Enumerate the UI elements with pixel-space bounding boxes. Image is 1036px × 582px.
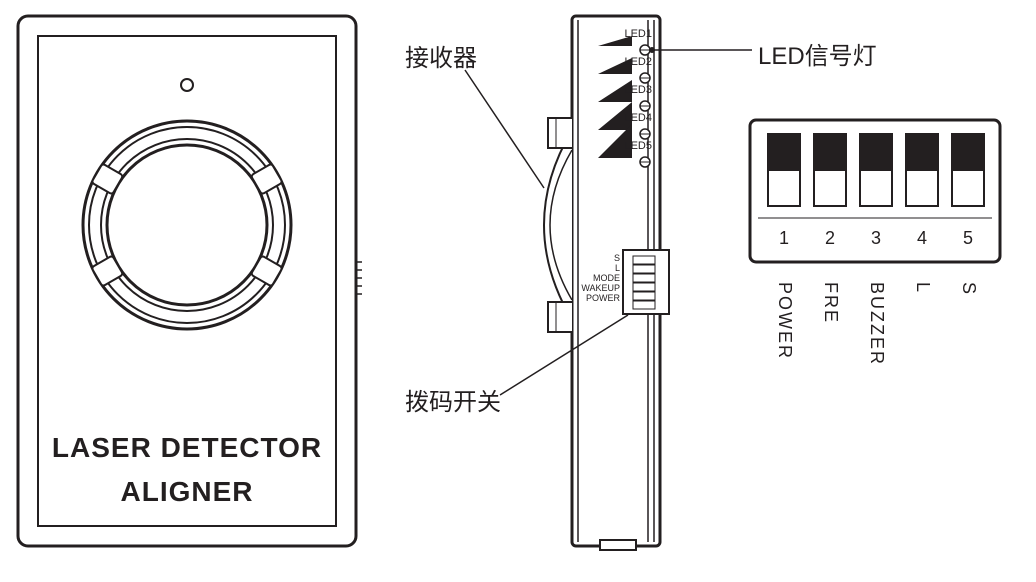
dip-switches (768, 134, 984, 206)
dip-num-4: 4 (906, 228, 938, 249)
dip-vlabel-4: L (912, 282, 933, 294)
dip-switch-2 (814, 134, 846, 206)
dip-switch-5 (952, 134, 984, 206)
dip-switch-1 (768, 134, 800, 206)
dip-detail (0, 0, 1036, 300)
dip-num-5: 5 (952, 228, 984, 249)
dip-num-1: 1 (768, 228, 800, 249)
callout-label-dip: 拨码开关 (405, 382, 501, 417)
dip-switch-4 (906, 134, 938, 206)
dip-vlabel-2: FRE (820, 282, 841, 324)
dip-num-2: 2 (814, 228, 846, 249)
dip-vlabel-3: BUZZER (866, 282, 887, 366)
side-bottom-notch (600, 540, 636, 550)
dip-vlabel-1: POWER (774, 282, 795, 360)
dip-switch-3 (860, 134, 892, 206)
dip-vlabel-5: S (958, 282, 979, 296)
dip-num-3: 3 (860, 228, 892, 249)
